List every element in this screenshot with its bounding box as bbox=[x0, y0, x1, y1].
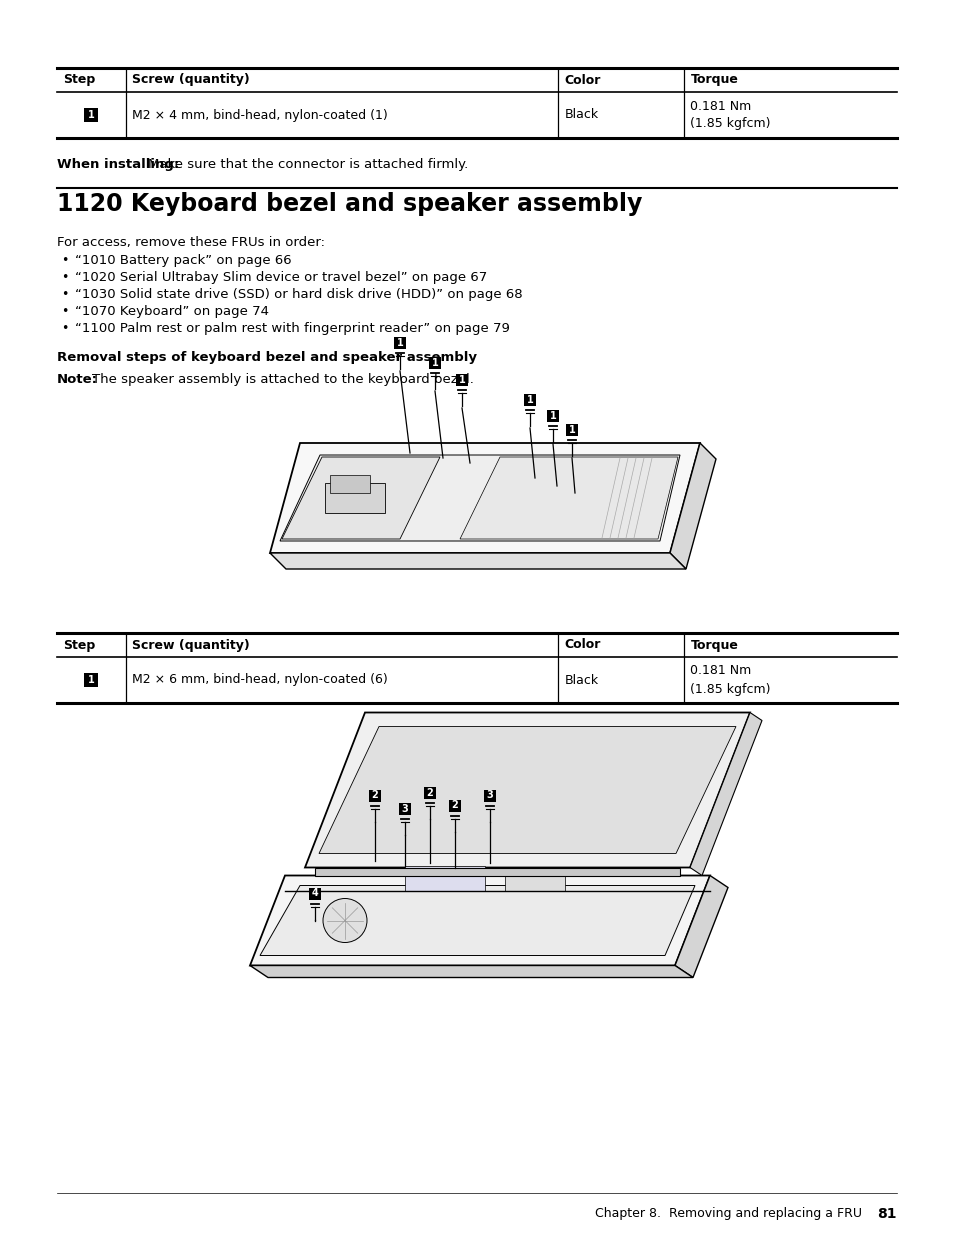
Text: 1: 1 bbox=[549, 411, 556, 421]
Polygon shape bbox=[270, 553, 685, 569]
Text: 0.181 Nm: 0.181 Nm bbox=[690, 100, 751, 112]
Text: 1: 1 bbox=[88, 110, 94, 120]
Text: Torque: Torque bbox=[690, 638, 738, 652]
Text: •: • bbox=[61, 288, 69, 301]
Polygon shape bbox=[280, 454, 679, 541]
Text: Removal steps of keyboard bezel and speaker assembly: Removal steps of keyboard bezel and spea… bbox=[57, 351, 476, 364]
Bar bbox=[546, 410, 558, 422]
Bar bbox=[325, 483, 385, 513]
Text: Torque: Torque bbox=[690, 74, 738, 86]
Circle shape bbox=[323, 899, 367, 942]
Bar bbox=[309, 888, 320, 899]
Text: Note:: Note: bbox=[57, 373, 98, 387]
Text: Step: Step bbox=[63, 74, 95, 86]
Bar bbox=[394, 337, 406, 350]
Bar bbox=[85, 107, 98, 122]
Text: 1: 1 bbox=[396, 338, 403, 348]
Text: 1: 1 bbox=[568, 425, 575, 435]
Text: (1.85 kgfcm): (1.85 kgfcm) bbox=[690, 683, 770, 695]
Polygon shape bbox=[689, 713, 761, 876]
Polygon shape bbox=[669, 443, 716, 569]
Bar bbox=[398, 803, 411, 815]
Polygon shape bbox=[250, 876, 709, 966]
Text: •: • bbox=[61, 270, 69, 284]
Bar bbox=[523, 394, 536, 406]
Text: 2: 2 bbox=[372, 790, 378, 800]
Text: 1: 1 bbox=[88, 676, 94, 685]
Text: 2: 2 bbox=[451, 800, 457, 810]
Text: 1120 Keyboard bezel and speaker assembly: 1120 Keyboard bezel and speaker assembly bbox=[57, 191, 641, 216]
Text: Color: Color bbox=[564, 74, 600, 86]
Text: •: • bbox=[61, 254, 69, 267]
Text: 3: 3 bbox=[486, 790, 493, 800]
Text: 3: 3 bbox=[401, 804, 408, 814]
Polygon shape bbox=[282, 457, 439, 538]
Text: 0.181 Nm: 0.181 Nm bbox=[690, 664, 751, 678]
Text: For access, remove these FRUs in order:: For access, remove these FRUs in order: bbox=[57, 236, 325, 249]
Text: Color: Color bbox=[564, 638, 600, 652]
Bar bbox=[565, 424, 578, 436]
Text: Step: Step bbox=[63, 638, 95, 652]
Text: 1: 1 bbox=[526, 395, 533, 405]
Bar bbox=[456, 374, 468, 387]
Polygon shape bbox=[260, 885, 695, 956]
Polygon shape bbox=[459, 457, 678, 538]
Polygon shape bbox=[675, 876, 727, 977]
Text: “1010 Battery pack” on page 66: “1010 Battery pack” on page 66 bbox=[75, 254, 292, 267]
Bar bbox=[85, 673, 98, 687]
Bar bbox=[483, 789, 496, 802]
Text: 1: 1 bbox=[431, 358, 438, 368]
Text: Make sure that the connector is attached firmly.: Make sure that the connector is attached… bbox=[148, 158, 468, 170]
Bar bbox=[330, 475, 370, 493]
Text: Chapter 8.  Removing and replacing a FRU: Chapter 8. Removing and replacing a FRU bbox=[595, 1207, 862, 1220]
Text: Screw (quantity): Screw (quantity) bbox=[132, 638, 250, 652]
Text: 1: 1 bbox=[458, 375, 465, 385]
Bar bbox=[449, 799, 460, 811]
Text: Screw (quantity): Screw (quantity) bbox=[132, 74, 250, 86]
Bar bbox=[405, 866, 484, 890]
Text: Black: Black bbox=[564, 109, 598, 121]
Text: The speaker assembly is attached to the keyboard bezel.: The speaker assembly is attached to the … bbox=[91, 373, 474, 387]
Polygon shape bbox=[318, 726, 735, 853]
Bar bbox=[423, 787, 436, 799]
Bar bbox=[369, 789, 380, 802]
Text: When installing:: When installing: bbox=[57, 158, 179, 170]
Text: “1100 Palm rest or palm rest with fingerprint reader” on page 79: “1100 Palm rest or palm rest with finger… bbox=[75, 322, 509, 335]
Bar bbox=[504, 871, 564, 890]
Text: M2 × 4 mm, bind-head, nylon-coated (1): M2 × 4 mm, bind-head, nylon-coated (1) bbox=[132, 109, 387, 121]
Text: (1.85 kgfcm): (1.85 kgfcm) bbox=[690, 117, 770, 131]
Bar bbox=[429, 357, 440, 369]
Text: •: • bbox=[61, 322, 69, 335]
Text: 4: 4 bbox=[312, 888, 318, 899]
Text: 2: 2 bbox=[426, 788, 433, 798]
Polygon shape bbox=[305, 713, 749, 867]
Polygon shape bbox=[314, 867, 679, 876]
Text: “1030 Solid state drive (SSD) or hard disk drive (HDD)” on page 68: “1030 Solid state drive (SSD) or hard di… bbox=[75, 288, 522, 301]
Polygon shape bbox=[270, 443, 700, 553]
Text: “1070 Keyboard” on page 74: “1070 Keyboard” on page 74 bbox=[75, 305, 269, 317]
Polygon shape bbox=[250, 966, 692, 977]
Text: Black: Black bbox=[564, 673, 598, 687]
Text: “1020 Serial Ultrabay Slim device or travel bezel” on page 67: “1020 Serial Ultrabay Slim device or tra… bbox=[75, 270, 487, 284]
Text: •: • bbox=[61, 305, 69, 317]
Text: M2 × 6 mm, bind-head, nylon-coated (6): M2 × 6 mm, bind-head, nylon-coated (6) bbox=[132, 673, 387, 687]
Text: 81: 81 bbox=[877, 1207, 896, 1221]
